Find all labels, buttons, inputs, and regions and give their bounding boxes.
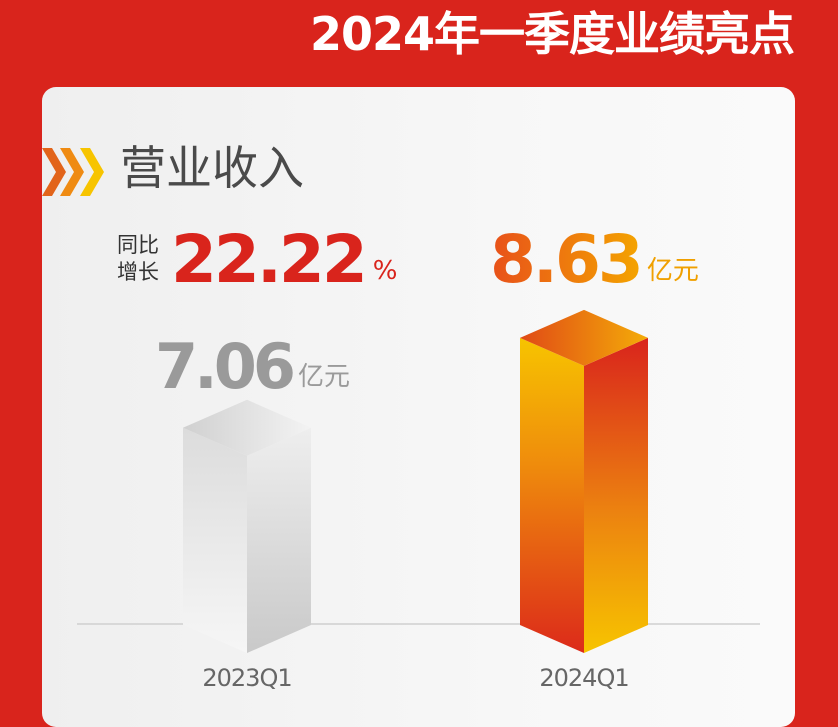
- growth-label-line1: 同比: [117, 233, 159, 257]
- revenue-card: [42, 87, 795, 727]
- value-row-2024q1: 8.63 亿元: [490, 222, 699, 298]
- bar-left-face: [183, 427, 247, 653]
- bar-left-face: [520, 337, 584, 653]
- section-title: 营业收入: [120, 141, 304, 195]
- growth-value: 22.22: [171, 221, 368, 298]
- data-label-2023q1: 7.06: [155, 330, 296, 403]
- growth-label: 同比 增长: [117, 232, 159, 286]
- bar-top-face: [183, 399, 311, 456]
- unit-label-2023q1: 亿元: [297, 362, 350, 392]
- category-label-2024q1: 2024Q1: [539, 664, 629, 692]
- bar-right-face: [247, 427, 311, 653]
- bar-2023q1: [183, 399, 311, 653]
- growth-label-line2: 增长: [117, 260, 159, 284]
- bar-top-face: [520, 309, 648, 366]
- growth-row: 同比 增长 22.22 %: [117, 222, 397, 298]
- bar-right-face: [584, 337, 648, 653]
- value-row-2023q1: 7.06 亿元: [155, 330, 350, 404]
- section-chevron-arrows-icon: [42, 148, 104, 196]
- growth-unit: %: [372, 256, 398, 286]
- page-title: 2024年一季度业绩亮点: [309, 7, 795, 61]
- category-label-2023q1: 2023Q1: [202, 664, 292, 692]
- data-label-2024q1: 8.63: [490, 221, 644, 298]
- bar-2024q1: [520, 309, 648, 653]
- chart-canvas: [42, 148, 760, 653]
- unit-label-2024q1: 亿元: [646, 256, 699, 286]
